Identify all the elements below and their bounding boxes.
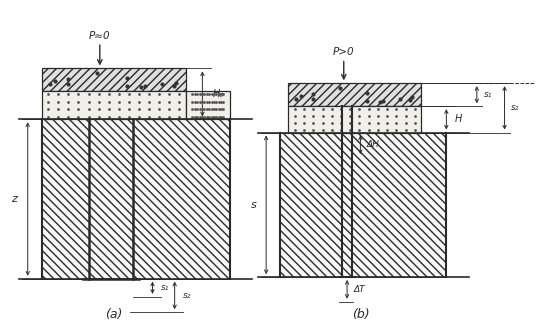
Point [140, 84, 149, 89]
Text: s₂: s₂ [511, 104, 520, 112]
Point [292, 96, 301, 102]
Text: s₂: s₂ [183, 291, 192, 300]
Point [158, 81, 167, 87]
Point [379, 98, 388, 104]
Point [123, 75, 132, 80]
Point [376, 99, 385, 105]
Text: ΔT: ΔT [354, 285, 365, 294]
Polygon shape [186, 92, 230, 119]
Point [408, 95, 417, 100]
Point [50, 78, 59, 84]
Point [296, 94, 305, 99]
Point [122, 84, 131, 89]
Polygon shape [280, 133, 446, 277]
Point [172, 80, 181, 85]
Polygon shape [41, 119, 230, 279]
Polygon shape [288, 83, 421, 106]
Text: s₁: s₁ [483, 90, 492, 99]
Point [309, 96, 318, 101]
Point [309, 92, 318, 97]
Point [169, 83, 178, 88]
Text: z: z [11, 194, 17, 204]
Point [335, 86, 344, 91]
Point [92, 71, 101, 76]
Polygon shape [288, 106, 421, 133]
Point [63, 77, 72, 82]
Point [137, 85, 146, 90]
Text: (a): (a) [105, 308, 122, 321]
Text: (b): (b) [352, 308, 369, 321]
Point [405, 98, 414, 103]
Text: P≈0: P≈0 [89, 30, 111, 40]
Polygon shape [41, 92, 186, 119]
Point [395, 96, 404, 102]
Text: H: H [455, 114, 462, 124]
Point [45, 81, 54, 87]
Text: ΔH: ΔH [367, 140, 380, 149]
Polygon shape [41, 68, 186, 92]
Text: s₁: s₁ [161, 283, 169, 292]
Point [362, 98, 371, 104]
Text: P>0: P>0 [333, 47, 354, 57]
Point [363, 90, 372, 95]
Text: H₀: H₀ [212, 89, 223, 99]
Point [63, 81, 72, 87]
Text: s: s [251, 200, 257, 210]
